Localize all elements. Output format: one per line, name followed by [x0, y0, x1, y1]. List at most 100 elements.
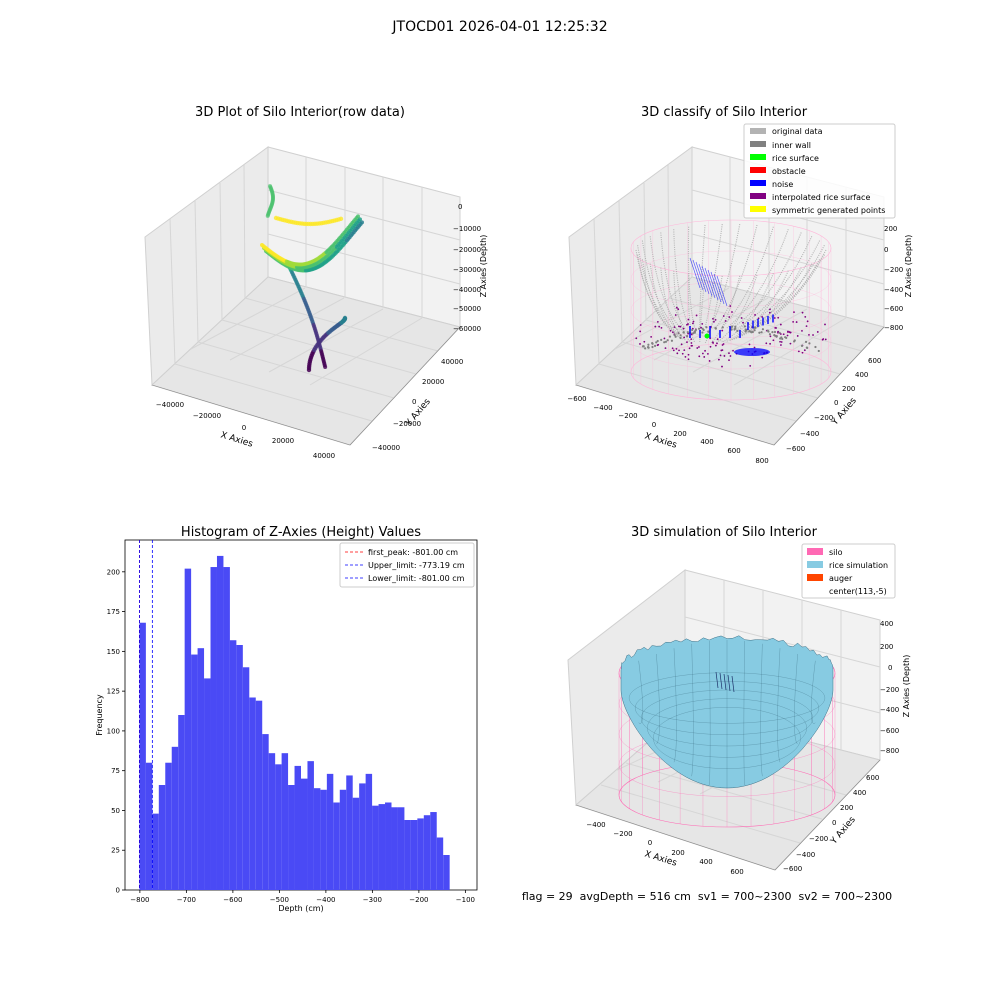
classify-interpolated-point: [716, 342, 718, 345]
hist-bar: [385, 802, 392, 890]
classify-inner-wall-point: [647, 343, 650, 346]
classify-original-data-trace: [673, 229, 691, 329]
classify-inner-wall-point: [674, 335, 677, 338]
legend-swatch: [750, 193, 766, 199]
legend-entry: inner wall: [750, 141, 811, 150]
sim-surface-meshline: [760, 643, 763, 777]
classify-noise-point: [713, 273, 725, 305]
legend-entry: center(113,-5): [829, 587, 887, 596]
classify-interpolated-point: [769, 335, 772, 338]
classify-noise-point: [692, 259, 704, 291]
status-line: flag = 29 avgDepth = 516 cm sv1 = 700~23…: [522, 890, 892, 903]
sim-z-tick: −600: [880, 727, 899, 735]
hist-y-label: Frequency: [95, 694, 104, 736]
classify-inner-wall-point: [666, 339, 669, 342]
hist-bar: [249, 697, 256, 890]
hist-bar: [372, 805, 379, 890]
classify-interpolated-point: [673, 326, 676, 329]
classify-interpolated-point: [691, 344, 693, 347]
classify-inner-wall-point: [773, 330, 777, 334]
hist-bar: [152, 813, 159, 890]
classify-interpolated-point: [801, 351, 804, 354]
classify-interpolated-point: [824, 323, 826, 326]
hist-bar: [320, 789, 327, 890]
sim-y-tick: 200: [840, 804, 853, 812]
hist-bar: [423, 815, 431, 890]
legend-swatch: [807, 561, 823, 568]
classify-noise-cluster: [734, 348, 770, 356]
classify-original-data-trace: [733, 263, 813, 340]
classify-inner-wall-point: [641, 345, 645, 348]
classify-x-axis: −600 −400 −200 0 200 400 600 800 X Axies: [567, 384, 775, 465]
classify-original-data-trace: [710, 275, 741, 344]
classify-interpolated-point: [777, 316, 780, 319]
classify-inner-wall-point: [793, 340, 796, 343]
classify-x-tick: 0: [652, 421, 656, 429]
raw-y-tick: −20000: [393, 420, 421, 428]
classify-inner-wall-point: [644, 347, 647, 350]
classify-interpolated-point: [772, 339, 775, 342]
classify-inner-wall-point: [734, 327, 737, 330]
classify-interpolated-point: [722, 343, 725, 345]
sim-x-tick: −400: [586, 821, 605, 829]
panel-classify: 3D classify of Silo Interior −600 −400: [567, 105, 913, 465]
legend-entry: rice simulation: [807, 561, 888, 570]
raw-z-label: Z Axies (Depth): [479, 235, 488, 298]
sim-title: 3D simulation of Silo Interior: [631, 525, 818, 540]
classify-noise-point: [707, 269, 719, 301]
hist-bar: [288, 785, 295, 890]
classify-inner-wall-point: [754, 326, 757, 329]
sim-auger-trace: [731, 675, 735, 693]
sim-z-tick: −800: [880, 747, 899, 755]
hist-bar: [171, 746, 179, 890]
classify-interpolated-point: [796, 335, 799, 337]
classify-x-tick: 400: [700, 438, 713, 446]
classify-interpolated-point: [728, 352, 730, 355]
classify-inner-wall-point: [647, 346, 650, 349]
sim-x-tick: −200: [613, 830, 632, 838]
classify-interpolated-point: [701, 352, 704, 355]
classify-interpolated-point: [675, 306, 678, 309]
hist-y-tick: 0: [116, 887, 120, 895]
classify-interpolated-point: [684, 355, 687, 358]
classify-inner-wall-point: [664, 340, 668, 343]
legend-entry: obstacle: [750, 167, 806, 176]
classify-interpolated-point: [639, 324, 642, 326]
classify-inner-wall-point: [670, 339, 674, 342]
classify-interpolated-point: [749, 364, 752, 367]
sim-surface-meshline: [653, 707, 801, 769]
classify-original-data-trace: [737, 244, 825, 335]
hist-bar: [255, 700, 263, 890]
hist-bar: [184, 568, 192, 890]
classify-y-tick: −600: [786, 445, 805, 453]
classify-interpolated-point: [774, 327, 777, 329]
classify-interpolated-point: [721, 329, 724, 332]
hist-bar: [197, 648, 205, 890]
classify-inner-wall-point: [679, 336, 682, 340]
classify-inner-wall-point: [730, 328, 733, 331]
classify-interpolated-point: [761, 316, 763, 318]
classify-interpolated-point: [780, 344, 782, 346]
classify-interpolated-point: [748, 343, 751, 346]
hist-y-tick: 175: [107, 608, 120, 616]
classify-interpolated-point: [687, 353, 690, 356]
classify-original-data-trace: [635, 249, 679, 336]
classify-interpolated-point: [822, 338, 825, 340]
classify-original-data-trace: [737, 249, 827, 336]
classify-interpolated-point: [683, 349, 686, 352]
figure-suptitle: JTOCD01 2026-04-01 12:25:32: [391, 19, 607, 35]
classify-noise-point: [704, 267, 716, 299]
classify-interpolated-point: [671, 347, 674, 350]
classify-inner-wall-point: [701, 327, 704, 330]
legend-entry: noise: [750, 180, 793, 189]
legend-label: rice surface: [772, 154, 819, 163]
sim-surface-meshline: [709, 640, 711, 786]
hist-x-tick: −500: [270, 896, 289, 904]
classify-interpolated-point: [806, 320, 809, 323]
classify-x-tick: −200: [618, 412, 637, 420]
classify-inner-wall-point: [714, 327, 717, 330]
classify-interpolated-point: [754, 314, 756, 316]
legend-label: obstacle: [772, 167, 806, 176]
hist-bar: [204, 678, 211, 890]
classify-interpolated-point: [687, 358, 690, 361]
